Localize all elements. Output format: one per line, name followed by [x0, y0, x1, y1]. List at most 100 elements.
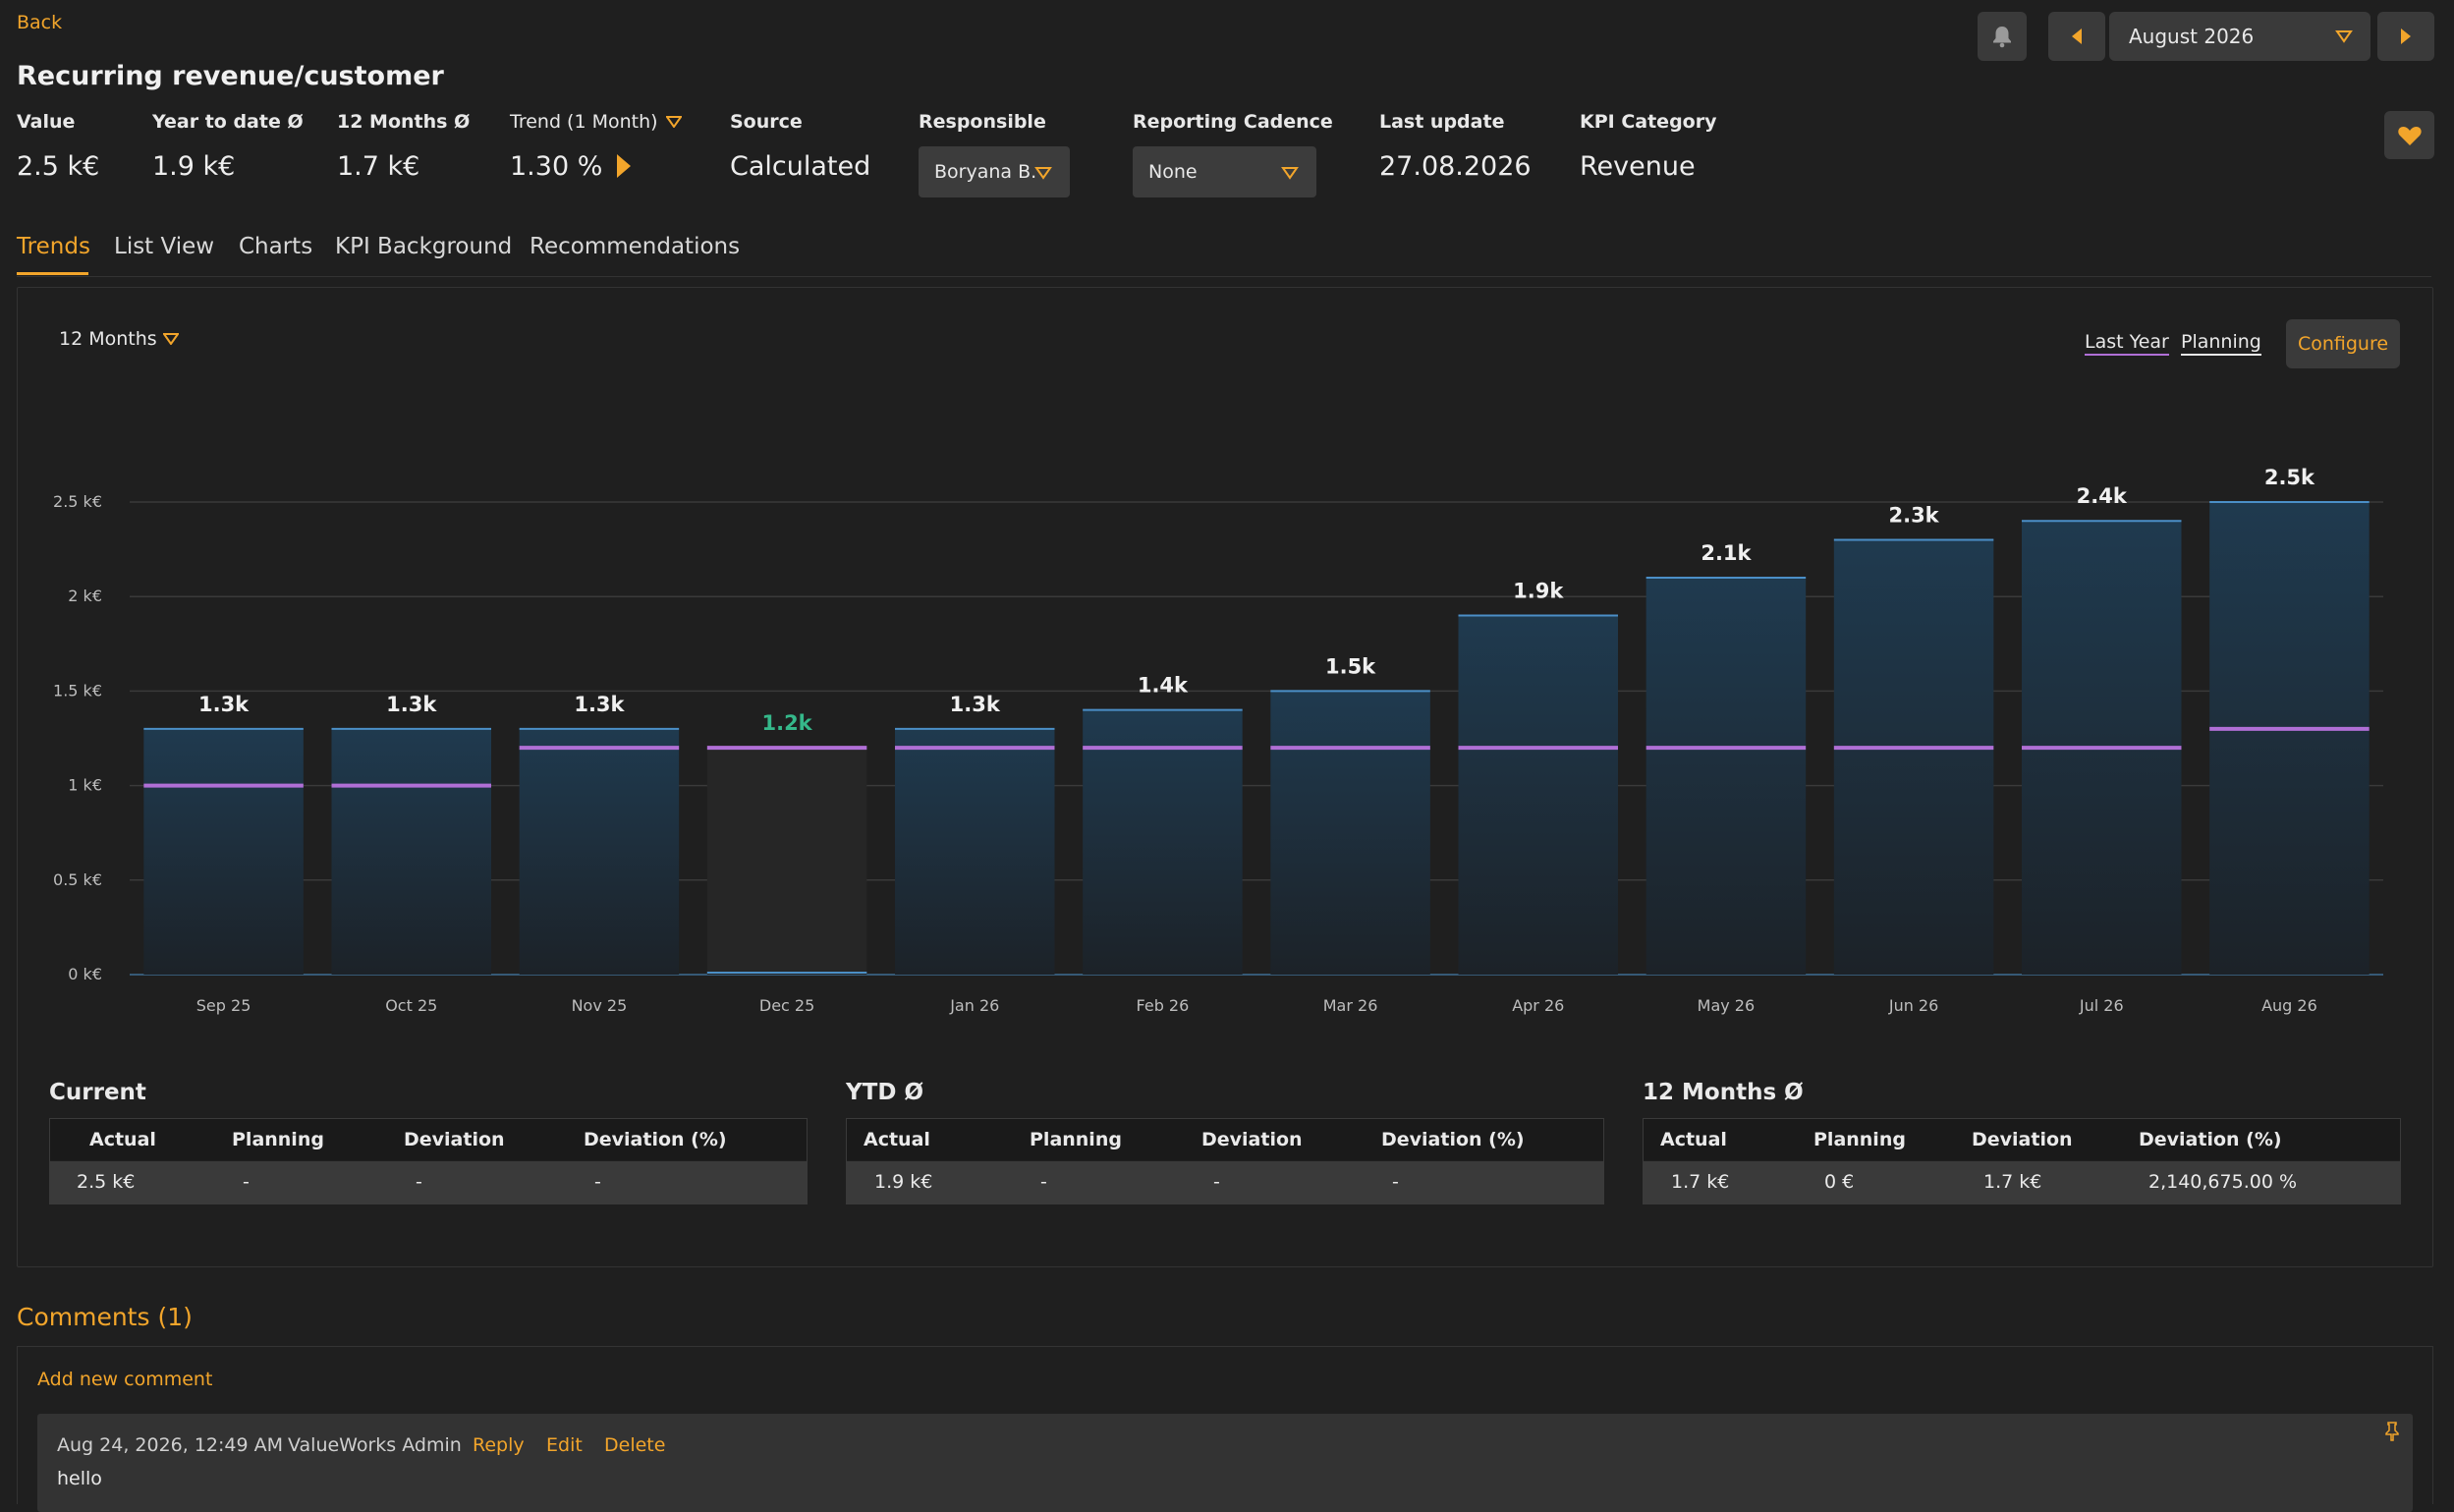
- x-tick-label: Aug 26: [2261, 996, 2317, 1015]
- configure-label: Configure: [2297, 333, 2389, 355]
- comment-card: Aug 24, 2026, 12:49 AM ValueWorks Admin …: [37, 1414, 2413, 1512]
- notifications-button[interactable]: [1978, 12, 2027, 61]
- table-row: [1644, 1161, 2400, 1204]
- add-comment-link[interactable]: Add new comment: [37, 1369, 213, 1390]
- summary-current-title: Current: [49, 1080, 146, 1105]
- comments-title: Comments (1): [17, 1303, 193, 1331]
- cadence-select[interactable]: None: [1133, 146, 1316, 197]
- y-tick-label: 2 k€: [68, 587, 102, 605]
- data-label: 2.1k: [1701, 541, 1752, 565]
- comments-panel: [17, 1346, 2433, 1504]
- cell-deviation: 1.7 k€: [1983, 1171, 2042, 1193]
- bar-actual: [143, 728, 304, 975]
- kpi-category-value: Revenue: [1580, 151, 1696, 182]
- back-link[interactable]: Back: [17, 12, 63, 33]
- header-actual: Actual: [864, 1129, 930, 1150]
- table-header-row: [847, 1119, 1603, 1160]
- summary-current-table: Actual Planning Deviation Deviation (%) …: [49, 1118, 808, 1204]
- x-tick-label: Jul 26: [2079, 996, 2124, 1015]
- bar-actual: [2209, 502, 2370, 975]
- kpi-ytd-value: 1.9 k€: [152, 151, 236, 182]
- cell-deviation-pct: -: [594, 1171, 601, 1193]
- cell-planning: 0 €: [1824, 1171, 1855, 1193]
- data-label: 1.9k: [1513, 579, 1564, 602]
- data-label: 1.3k: [386, 693, 437, 716]
- pin-icon[interactable]: [2384, 1422, 2400, 1441]
- tab-list-view[interactable]: List View: [114, 234, 215, 259]
- x-tick-label: Dec 25: [759, 996, 814, 1015]
- header-deviation-pct: Deviation (%): [1381, 1129, 1525, 1150]
- y-tick-label: 0 k€: [68, 965, 102, 983]
- data-label: 1.3k: [574, 693, 625, 716]
- configure-button[interactable]: Configure: [2286, 319, 2400, 368]
- data-label: 1.4k: [1138, 674, 1189, 698]
- y-tick-label: 2.5 k€: [53, 492, 102, 511]
- bar-actual: [706, 748, 867, 975]
- kpi-trend-value: 1.30 %: [510, 151, 603, 182]
- previous-period-button[interactable]: [2048, 12, 2105, 61]
- kpi-source-value: Calculated: [730, 151, 871, 182]
- kpi-responsible-label: Responsible: [919, 111, 1046, 133]
- header-planning: Planning: [1813, 1129, 1906, 1150]
- next-period-button[interactable]: [2377, 12, 2434, 61]
- tabs-divider: [17, 276, 2431, 277]
- data-label: 1.3k: [198, 693, 250, 716]
- header-actual: Actual: [1660, 1129, 1727, 1150]
- comment-date: Aug 24, 2026, 12:49 AM: [57, 1434, 284, 1456]
- data-label: 2.3k: [1888, 503, 1939, 527]
- cell-deviation: -: [1213, 1171, 1220, 1193]
- cadence-value: None: [1148, 161, 1198, 183]
- x-tick-label: Feb 26: [1137, 996, 1190, 1015]
- header-planning: Planning: [232, 1129, 324, 1150]
- header-actual: Actual: [89, 1129, 156, 1150]
- reply-link[interactable]: Reply: [473, 1434, 525, 1456]
- bar-actual: [895, 728, 1055, 975]
- summary-ytd-title: YTD Ø: [846, 1080, 923, 1105]
- cell-actual: 1.9 k€: [874, 1171, 933, 1193]
- last-year-toggle[interactable]: Last Year: [2085, 331, 2169, 356]
- bar-actual: [1458, 615, 1618, 975]
- y-tick-label: 1 k€: [68, 776, 102, 795]
- kpi-trend-label: Trend (1 Month): [510, 111, 658, 133]
- tab-recommendations[interactable]: Recommendations: [530, 234, 741, 259]
- chevron-down-icon: [161, 333, 180, 346]
- x-tick-label: Jun 26: [1888, 996, 1938, 1015]
- x-tick-label: Apr 26: [1512, 996, 1564, 1015]
- kpi-cadence-label: Reporting Cadence: [1133, 111, 1333, 133]
- header-deviation: Deviation: [404, 1129, 505, 1150]
- delete-link[interactable]: Delete: [604, 1434, 666, 1456]
- tab-charts[interactable]: Charts: [239, 234, 313, 259]
- kpi-last-update-label: Last update: [1379, 111, 1505, 133]
- period-select[interactable]: August 2026: [2109, 12, 2370, 61]
- data-label: 2.5k: [2264, 466, 2315, 489]
- comment-author: ValueWorks Admin: [288, 1434, 462, 1456]
- bell-icon: [1993, 27, 2011, 48]
- range-selector[interactable]: 12 Months: [59, 328, 180, 350]
- x-tick-label: Oct 25: [385, 996, 437, 1015]
- table-row: [847, 1161, 1603, 1204]
- cell-deviation-pct: -: [1392, 1171, 1399, 1193]
- summary-12months-table: Actual Planning Deviation Deviation (%) …: [1643, 1118, 2401, 1204]
- cell-deviation-pct: 2,140,675.00 %: [2148, 1171, 2298, 1193]
- caret-left-icon: [2072, 28, 2082, 44]
- planning-toggle[interactable]: Planning: [2181, 331, 2261, 356]
- cell-actual: 1.7 k€: [1671, 1171, 1730, 1193]
- responsible-select[interactable]: Boryana B.: [919, 146, 1070, 197]
- tab-trends[interactable]: Trends: [17, 234, 90, 259]
- kpi-12months-label: 12 Months Ø: [337, 111, 471, 133]
- kpi-trend: 1.30 %: [510, 151, 633, 182]
- edit-link[interactable]: Edit: [546, 1434, 583, 1456]
- data-label: 1.5k: [1325, 654, 1376, 678]
- caret-right-icon: [2401, 28, 2411, 44]
- table-row: [50, 1161, 807, 1204]
- trend-selector[interactable]: Trend (1 Month): [510, 111, 683, 133]
- kpi-value-label: Value: [17, 111, 76, 133]
- y-tick-label: 0.5 k€: [53, 870, 102, 889]
- cell-actual: 2.5 k€: [77, 1171, 136, 1193]
- data-label: 1.2k: [761, 711, 812, 735]
- tab-kpi-background[interactable]: KPI Background: [335, 234, 513, 259]
- kpi-source-label: Source: [730, 111, 803, 133]
- bar-actual: [331, 728, 491, 975]
- cell-deviation: -: [416, 1171, 422, 1193]
- favorite-button[interactable]: [2384, 111, 2434, 159]
